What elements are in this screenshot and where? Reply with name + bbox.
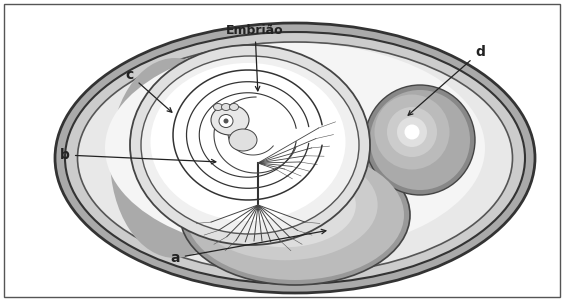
Ellipse shape [105,43,485,253]
Ellipse shape [214,163,356,247]
Ellipse shape [65,32,525,284]
Ellipse shape [370,90,470,190]
Ellipse shape [236,176,334,234]
Ellipse shape [266,193,305,217]
Ellipse shape [374,95,450,169]
Ellipse shape [222,104,231,110]
Ellipse shape [223,119,228,123]
Ellipse shape [387,107,437,157]
Text: a: a [170,229,326,265]
Ellipse shape [55,23,535,293]
Ellipse shape [130,45,370,245]
Ellipse shape [252,185,318,225]
Text: d: d [408,45,485,115]
Ellipse shape [151,63,346,221]
Ellipse shape [230,104,239,110]
Ellipse shape [214,104,223,110]
Ellipse shape [365,85,475,195]
Ellipse shape [397,117,427,147]
Ellipse shape [211,105,249,135]
Text: c: c [126,68,172,112]
Ellipse shape [219,114,233,128]
Ellipse shape [229,129,257,151]
Text: Embrião: Embrião [226,23,284,91]
Ellipse shape [186,150,404,280]
Ellipse shape [110,58,240,258]
Ellipse shape [404,125,420,139]
Ellipse shape [192,150,378,260]
Text: b: b [60,148,216,164]
Ellipse shape [77,42,513,274]
Ellipse shape [141,56,359,234]
Ellipse shape [180,145,410,285]
